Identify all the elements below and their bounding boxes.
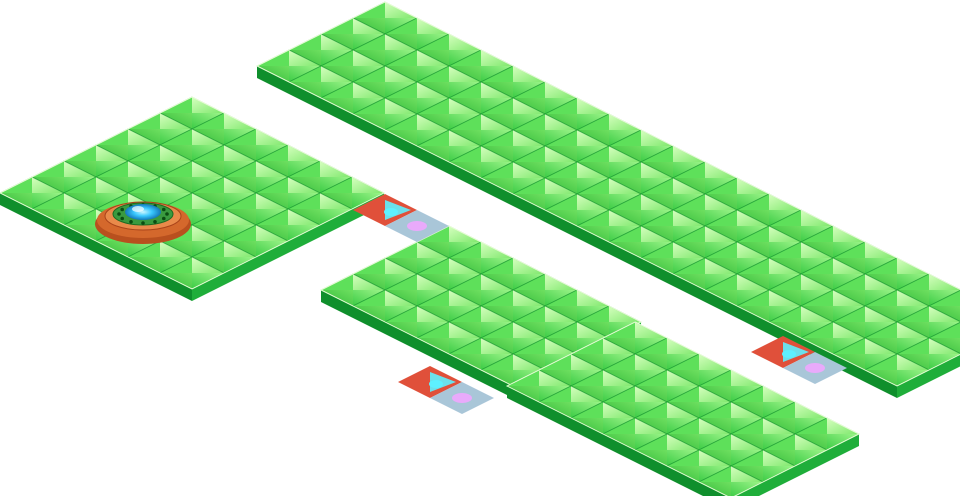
portal-mid-bottom[interactable]	[398, 366, 494, 414]
portal-bottom-top[interactable]	[751, 336, 847, 384]
platform-bottom	[505, 321, 861, 496]
platform-side-right	[192, 193, 384, 301]
teleport-pad-icon	[125, 204, 161, 220]
portal-left-mid[interactable]	[353, 194, 449, 242]
platform-side-right	[897, 354, 960, 398]
platform-side-left	[321, 290, 513, 398]
platform-top-long	[255, 1, 960, 398]
platform-middle	[319, 225, 643, 398]
portal-layer	[353, 194, 847, 414]
floor-tile[interactable]	[698, 465, 764, 496]
player-start-pad[interactable]	[95, 201, 191, 244]
platform-left	[0, 96, 386, 301]
platform-side-left	[0, 193, 192, 301]
platform-side-left	[257, 66, 897, 398]
